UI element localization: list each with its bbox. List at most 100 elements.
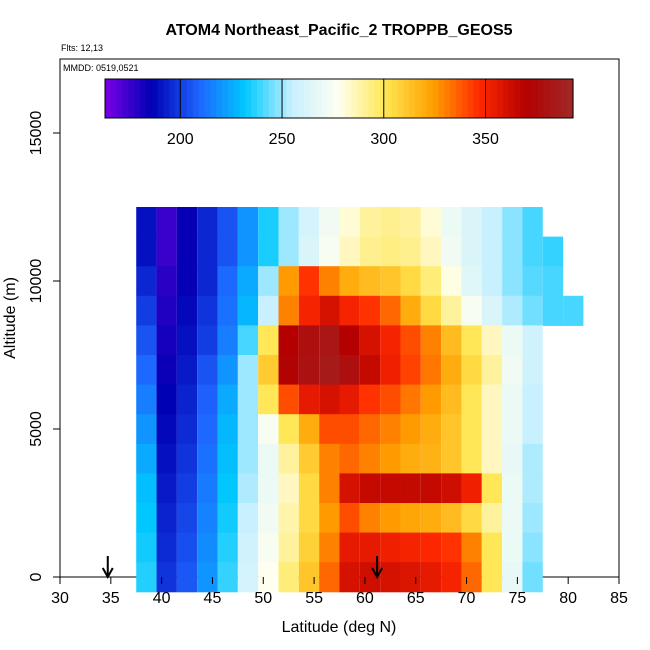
heatmap-cell [298, 295, 320, 326]
heatmap-cell [217, 414, 238, 445]
colorbar-segment [555, 79, 562, 118]
heatmap-cell [420, 295, 442, 326]
heatmap-cell [359, 532, 381, 563]
heatmap-cell [197, 443, 218, 474]
heatmap-cell [258, 503, 279, 534]
heatmap-cell [156, 295, 177, 326]
colorbar-segment [333, 79, 340, 118]
colorbar-segment [374, 79, 381, 118]
heatmap-cell [156, 503, 177, 534]
heatmap-cell [136, 562, 157, 593]
heatmap-cell [481, 503, 503, 534]
colorbar-segment [134, 79, 141, 118]
colorbar-segment [415, 79, 422, 118]
heatmap-cell [176, 295, 198, 326]
heatmap-cell [522, 295, 543, 326]
colorbar-segment [175, 79, 182, 118]
chart-title: ATOM4 Northeast_Pacific_2 TROPPB_GEOS5 [165, 22, 512, 39]
heatmap-cell [339, 384, 360, 415]
colorbar-segment [204, 79, 211, 118]
heatmap-cell [400, 384, 421, 415]
heatmap-cell [176, 236, 198, 267]
heatmap-cell [461, 295, 482, 326]
x-tick-label: 70 [458, 590, 476, 607]
heatmap-cell [136, 325, 157, 356]
heatmap-cell [197, 207, 218, 238]
colorbar-segment [315, 79, 323, 118]
heatmap-cell [197, 295, 218, 326]
heatmap-cell [319, 266, 340, 297]
heatmap-cell [359, 295, 381, 326]
heatmap-cell [319, 503, 340, 534]
colorbar-segment [350, 79, 358, 118]
x-axis: 30 35 40 45 50 55 60 65 70 75 80 85 [51, 577, 628, 607]
heatmap-cell [298, 325, 320, 356]
colorbar-segment [157, 79, 165, 118]
heatmap-cell [380, 236, 401, 267]
heatmap-cell [176, 443, 198, 474]
heatmap-cell [136, 443, 157, 474]
heatmap-cell [339, 503, 360, 534]
heatmap-cell [481, 562, 503, 593]
heatmap-cell [156, 207, 177, 238]
heatmap-cell [298, 473, 320, 504]
heatmap-cell [380, 295, 401, 326]
heatmap-cell [502, 443, 523, 474]
heatmap-cell [258, 236, 279, 267]
heatmap-cell [441, 266, 462, 297]
colorbar-segment [362, 79, 369, 118]
heatmap-cell [420, 503, 442, 534]
colorbar-segment [116, 79, 124, 118]
heatmap-cell [461, 384, 482, 415]
colorbar-segment [508, 79, 516, 118]
heatmap-cell [461, 236, 482, 267]
heatmap-cell [156, 236, 177, 267]
heatmap-cell [298, 355, 320, 386]
colorbar-segment [526, 79, 533, 118]
y-tick-label: 0 [28, 572, 45, 581]
heatmap-cell [237, 473, 259, 504]
heatmap-cell [278, 503, 299, 534]
heatmap-cell [156, 266, 177, 297]
heatmap-cell [481, 384, 503, 415]
heatmap-cell [136, 532, 157, 563]
heatmap-cell [197, 503, 218, 534]
heatmap-cell [319, 325, 340, 356]
heatmap-cell [420, 384, 442, 415]
heatmap-cell [176, 503, 198, 534]
colorbar: 200 250 300 350 [104, 78, 574, 148]
colorbar-segment [186, 79, 194, 118]
latitude-arrow [371, 556, 383, 580]
heatmap-cell [176, 325, 198, 356]
latitude-arrow [101, 556, 114, 580]
heatmap-cell [461, 355, 482, 386]
y-axis: 0 5000 10000 15000 [28, 111, 60, 581]
heatmap-cell [339, 414, 360, 445]
colorbar-segment [298, 79, 305, 118]
heatmap-cell [298, 384, 320, 415]
colorbar-segment [181, 79, 188, 118]
heatmap-cell [380, 266, 401, 297]
colorbar-segment [245, 79, 252, 118]
heatmap-cell [156, 355, 177, 386]
heatmap-cell [400, 207, 421, 238]
heatmap-cell [420, 443, 442, 474]
colorbar-segment [239, 79, 246, 118]
heatmap-cell [217, 295, 238, 326]
colorbar-segment [216, 79, 223, 118]
heatmap-cell [278, 473, 299, 504]
heatmap-cell [176, 384, 198, 415]
colorbar-segment [391, 79, 399, 118]
heatmap-cell [441, 414, 462, 445]
heatmap-cell [502, 207, 523, 238]
heatmap-cell [461, 266, 482, 297]
heatmap-cell [217, 384, 238, 415]
x-tick-label: 65 [407, 590, 425, 607]
heatmap-cell [258, 384, 279, 415]
heatmap-cell [380, 532, 401, 563]
heatmap-cell [481, 355, 503, 386]
colorbar-segment [537, 79, 545, 118]
heatmap-cell [339, 562, 360, 593]
heatmap-cell [176, 207, 198, 238]
heatmap-cell [339, 325, 360, 356]
